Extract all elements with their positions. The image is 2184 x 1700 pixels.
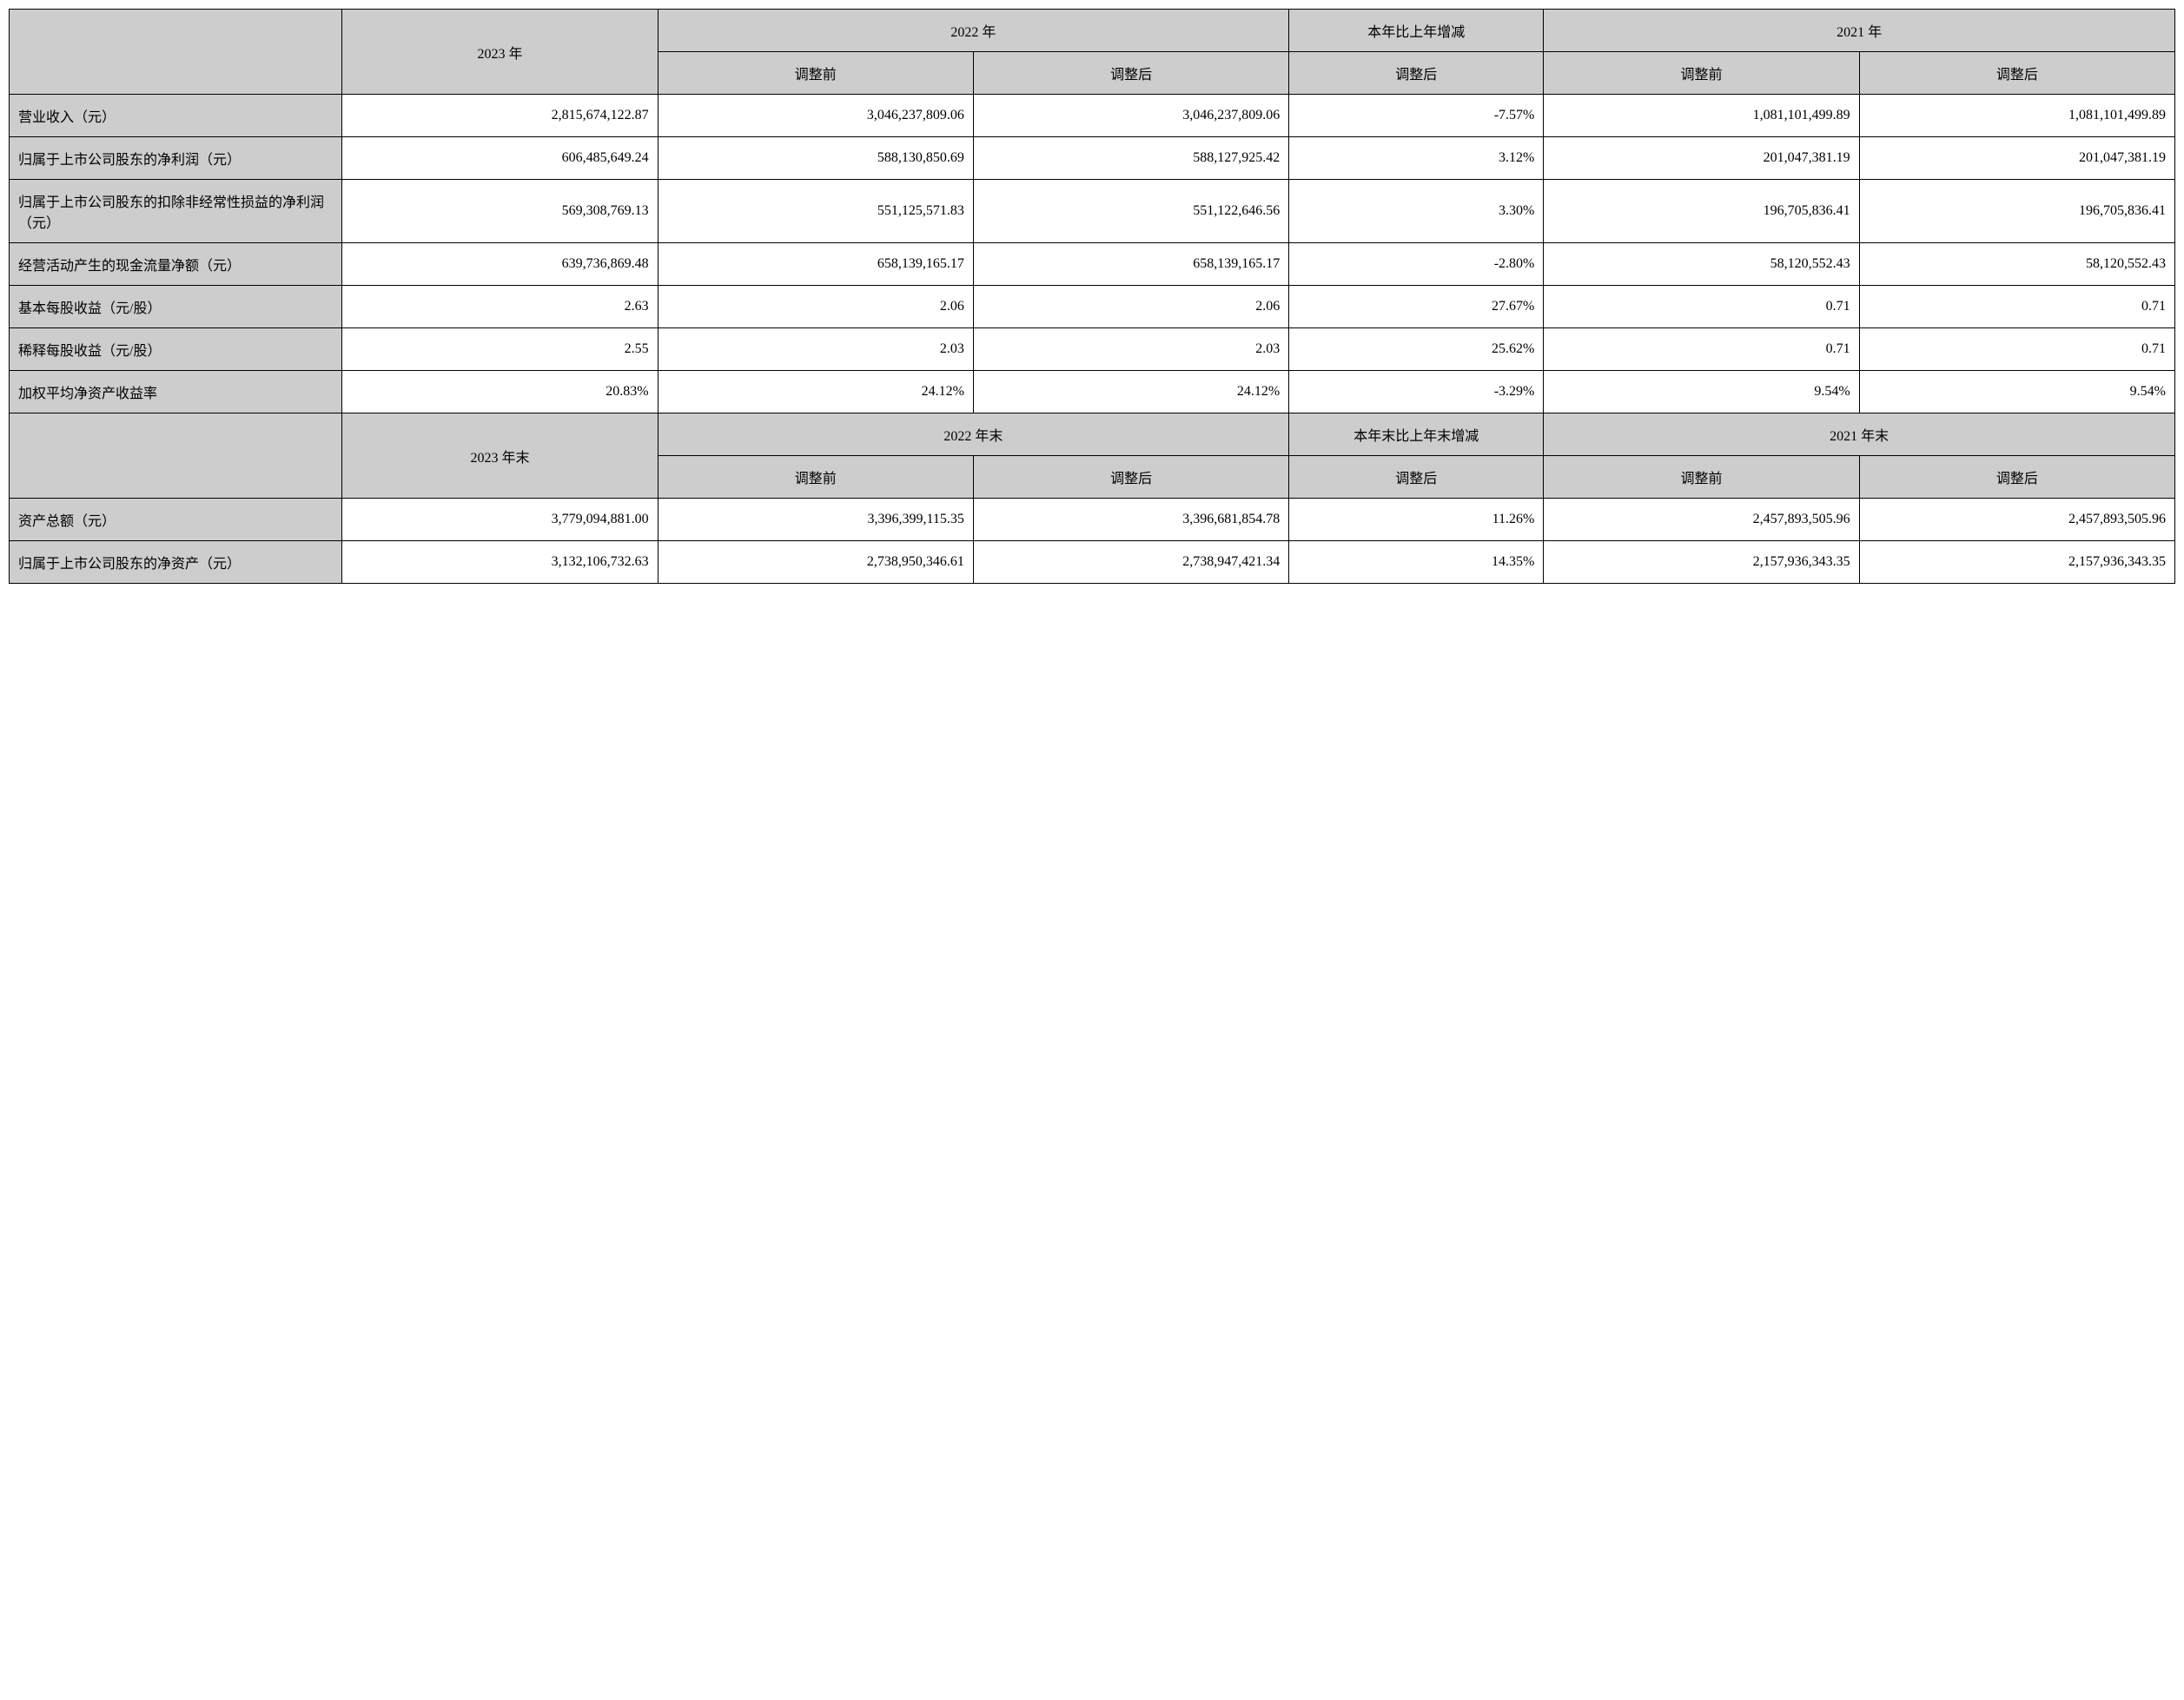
row-label: 加权平均净资产收益率 [10, 371, 342, 413]
section2-header-row1: 2023 年末2022 年末本年末比上年末增减2021 年末 [10, 413, 2175, 456]
cell-2022-before: 2.03 [658, 328, 973, 371]
cell-change: 25.62% [1289, 328, 1544, 371]
section1-col-change: 本年比上年增减 [1289, 10, 1544, 52]
cell-change: -2.80% [1289, 243, 1544, 286]
cell-2022-after: 2,738,947,421.34 [973, 541, 1288, 584]
cell-change: 3.12% [1289, 137, 1544, 180]
row-label: 归属于上市公司股东的净资产（元） [10, 541, 342, 584]
cell-2021-before: 1,081,101,499.89 [1544, 95, 1859, 137]
cell-2022-before: 588,130,850.69 [658, 137, 973, 180]
section1-row-3: 经营活动产生的现金流量净额（元）639,736,869.48658,139,16… [10, 243, 2175, 286]
cell-2021-after: 0.71 [1859, 328, 2174, 371]
cell-2023: 3,132,106,732.63 [342, 541, 658, 584]
section2-2021-before: 调整前 [1544, 456, 1859, 499]
cell-2021-after: 2,157,936,343.35 [1859, 541, 2174, 584]
section1-2022-before: 调整前 [658, 52, 973, 95]
cell-2023: 606,485,649.24 [342, 137, 658, 180]
section2-2022-before: 调整前 [658, 456, 973, 499]
table-body: 2023 年2022 年本年比上年增减2021 年调整前调整后调整后调整前调整后… [10, 10, 2175, 584]
section1-row-1: 归属于上市公司股东的净利润（元）606,485,649.24588,130,85… [10, 137, 2175, 180]
cell-2023: 20.83% [342, 371, 658, 413]
cell-2022-after: 2.06 [973, 286, 1288, 328]
section1-row-6: 加权平均净资产收益率20.83%24.12%24.12%-3.29%9.54%9… [10, 371, 2175, 413]
section1-col-2021: 2021 年 [1544, 10, 2175, 52]
cell-2023: 639,736,869.48 [342, 243, 658, 286]
cell-2022-before: 24.12% [658, 371, 973, 413]
cell-2022-before: 551,125,571.83 [658, 180, 973, 243]
section1-2022-after: 调整后 [973, 52, 1288, 95]
row-label: 归属于上市公司股东的净利润（元） [10, 137, 342, 180]
section1-row-2: 归属于上市公司股东的扣除非经常性损益的净利润（元）569,308,769.135… [10, 180, 2175, 243]
section2-row-1: 归属于上市公司股东的净资产（元）3,132,106,732.632,738,95… [10, 541, 2175, 584]
section1-row-0: 营业收入（元）2,815,674,122.873,046,237,809.063… [10, 95, 2175, 137]
cell-change: 3.30% [1289, 180, 1544, 243]
cell-2021-before: 2,457,893,505.96 [1544, 499, 1859, 541]
cell-2022-after: 588,127,925.42 [973, 137, 1288, 180]
cell-2021-after: 58,120,552.43 [1859, 243, 2174, 286]
cell-2023: 3,779,094,881.00 [342, 499, 658, 541]
cell-2022-before: 3,046,237,809.06 [658, 95, 973, 137]
section2-col-2023: 2023 年末 [342, 413, 658, 499]
cell-2022-after: 551,122,646.56 [973, 180, 1288, 243]
cell-2021-after: 201,047,381.19 [1859, 137, 2174, 180]
cell-2022-before: 658,139,165.17 [658, 243, 973, 286]
row-label: 归属于上市公司股东的扣除非经常性损益的净利润（元） [10, 180, 342, 243]
cell-2022-before: 2.06 [658, 286, 973, 328]
cell-2021-after: 9.54% [1859, 371, 2174, 413]
cell-2021-before: 196,705,836.41 [1544, 180, 1859, 243]
cell-2021-after: 196,705,836.41 [1859, 180, 2174, 243]
section1-row-4: 基本每股收益（元/股）2.632.062.0627.67%0.710.71 [10, 286, 2175, 328]
section2-row-0: 资产总额（元）3,779,094,881.003,396,399,115.353… [10, 499, 2175, 541]
cell-2022-before: 2,738,950,346.61 [658, 541, 973, 584]
section2-2021-after: 调整后 [1859, 456, 2174, 499]
row-label: 经营活动产生的现金流量净额（元） [10, 243, 342, 286]
cell-2023: 2.55 [342, 328, 658, 371]
cell-2021-before: 58,120,552.43 [1544, 243, 1859, 286]
row-label: 营业收入（元） [10, 95, 342, 137]
section1-change-after: 调整后 [1289, 52, 1544, 95]
cell-2021-before: 0.71 [1544, 328, 1859, 371]
financial-summary-table: 2023 年2022 年本年比上年增减2021 年调整前调整后调整后调整前调整后… [9, 9, 2175, 584]
section2-col-2022: 2022 年末 [658, 413, 1289, 456]
cell-change: 11.26% [1289, 499, 1544, 541]
cell-2021-after: 1,081,101,499.89 [1859, 95, 2174, 137]
cell-2021-before: 0.71 [1544, 286, 1859, 328]
cell-2023: 2.63 [342, 286, 658, 328]
cell-2022-after: 658,139,165.17 [973, 243, 1288, 286]
cell-2021-after: 2,457,893,505.96 [1859, 499, 2174, 541]
cell-2022-after: 3,396,681,854.78 [973, 499, 1288, 541]
section1-col-2023: 2023 年 [342, 10, 658, 95]
cell-change: 27.67% [1289, 286, 1544, 328]
cell-2022-after: 24.12% [973, 371, 1288, 413]
section1-blank [10, 10, 342, 95]
cell-2021-before: 201,047,381.19 [1544, 137, 1859, 180]
cell-change: 14.35% [1289, 541, 1544, 584]
section2-2022-after: 调整后 [973, 456, 1288, 499]
cell-2021-before: 2,157,936,343.35 [1544, 541, 1859, 584]
section2-col-change: 本年末比上年末增减 [1289, 413, 1544, 456]
section1-2021-after: 调整后 [1859, 52, 2174, 95]
section2-change-after: 调整后 [1289, 456, 1544, 499]
cell-change: -3.29% [1289, 371, 1544, 413]
section1-header-row1: 2023 年2022 年本年比上年增减2021 年 [10, 10, 2175, 52]
section1-2021-before: 调整前 [1544, 52, 1859, 95]
section1-col-2022: 2022 年 [658, 10, 1289, 52]
cell-2022-before: 3,396,399,115.35 [658, 499, 973, 541]
cell-2022-after: 2.03 [973, 328, 1288, 371]
cell-2023: 569,308,769.13 [342, 180, 658, 243]
section1-row-5: 稀释每股收益（元/股）2.552.032.0325.62%0.710.71 [10, 328, 2175, 371]
cell-2023: 2,815,674,122.87 [342, 95, 658, 137]
row-label: 稀释每股收益（元/股） [10, 328, 342, 371]
row-label: 基本每股收益（元/股） [10, 286, 342, 328]
section2-blank [10, 413, 342, 499]
cell-2022-after: 3,046,237,809.06 [973, 95, 1288, 137]
cell-2021-after: 0.71 [1859, 286, 2174, 328]
cell-2021-before: 9.54% [1544, 371, 1859, 413]
row-label: 资产总额（元） [10, 499, 342, 541]
cell-change: -7.57% [1289, 95, 1544, 137]
section2-col-2021: 2021 年末 [1544, 413, 2175, 456]
